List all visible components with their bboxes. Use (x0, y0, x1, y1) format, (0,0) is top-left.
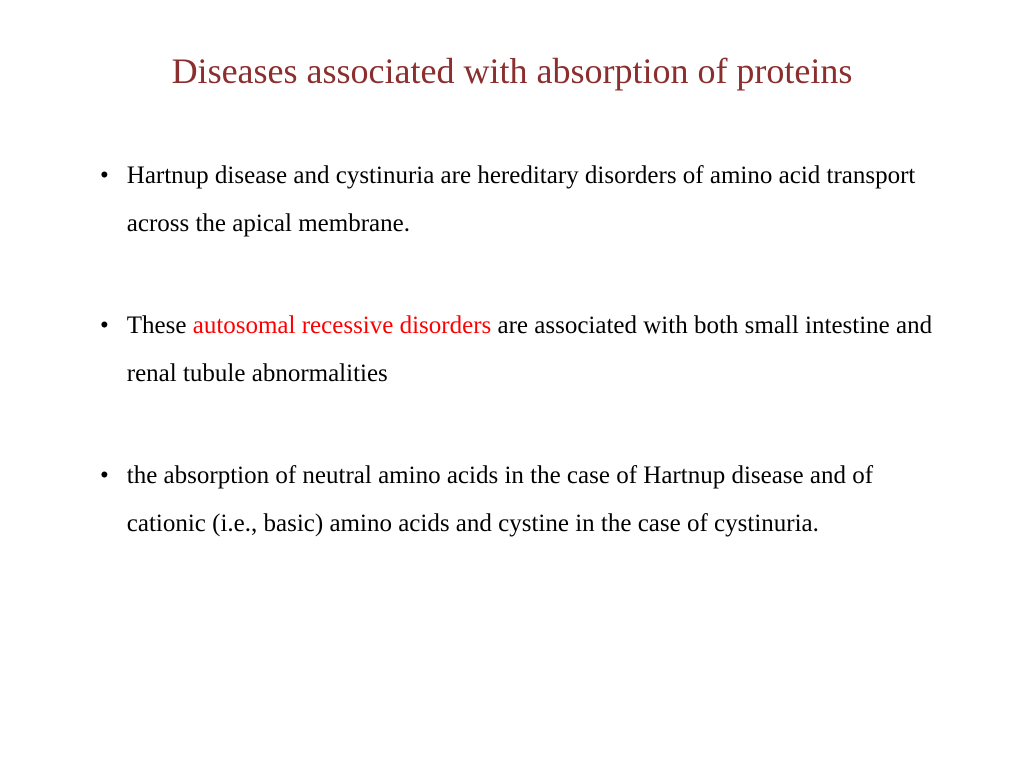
slide-title: Diseases associated with absorption of p… (70, 50, 954, 92)
slide-container: Diseases associated with absorption of p… (0, 0, 1024, 768)
bullet-item: • These autosomal recessive disorders ar… (100, 302, 954, 397)
bullet-item: • the absorption of neutral amino acids … (100, 452, 954, 547)
bullet-text: These autosomal recessive disorders are … (127, 302, 954, 397)
bullet-text-before: Hartnup disease and cystinuria are hered… (127, 162, 916, 237)
bullet-text-before: the absorption of neutral amino acids in… (127, 462, 873, 537)
slide-content: • Hartnup disease and cystinuria are her… (70, 152, 954, 547)
bullet-item: • Hartnup disease and cystinuria are her… (100, 152, 954, 247)
bullet-text: Hartnup disease and cystinuria are hered… (127, 152, 954, 247)
bullet-marker: • (100, 452, 109, 500)
bullet-marker: • (100, 302, 109, 350)
bullet-marker: • (100, 152, 109, 200)
bullet-highlight: autosomal recessive disorders (193, 312, 492, 339)
bullet-text-before: These (127, 312, 193, 339)
bullet-text: the absorption of neutral amino acids in… (127, 452, 954, 547)
